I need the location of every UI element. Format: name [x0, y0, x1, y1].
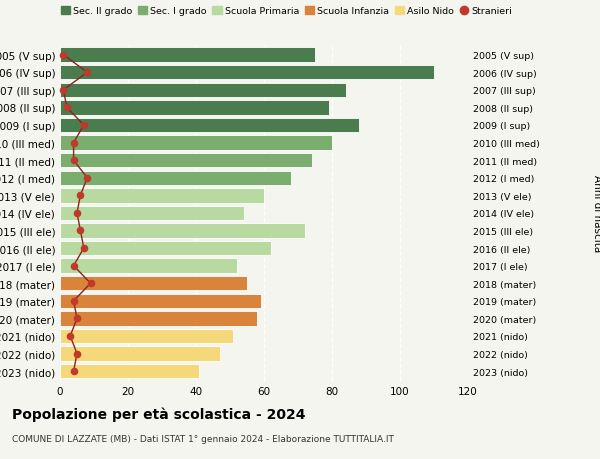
Point	[69, 297, 79, 305]
Bar	[60, 312, 257, 326]
Point	[72, 350, 82, 358]
Bar	[60, 276, 247, 291]
Point	[82, 175, 92, 182]
Point	[59, 87, 68, 94]
Bar	[60, 66, 434, 80]
Text: Anni di nascita: Anni di nascita	[592, 175, 600, 252]
Point	[69, 263, 79, 270]
Bar	[60, 171, 291, 185]
Point	[86, 280, 95, 287]
Point	[65, 333, 75, 340]
Point	[76, 192, 85, 200]
Point	[72, 210, 82, 217]
Text: COMUNE DI LAZZATE (MB) - Dati ISTAT 1° gennaio 2024 - Elaborazione TUTTITALIA.IT: COMUNE DI LAZZATE (MB) - Dati ISTAT 1° g…	[12, 434, 394, 443]
Point	[69, 368, 79, 375]
Point	[69, 157, 79, 164]
Bar	[60, 101, 329, 115]
Bar	[60, 206, 244, 221]
Point	[62, 105, 71, 112]
Point	[59, 52, 68, 59]
Point	[76, 227, 85, 235]
Text: Popolazione per età scolastica - 2024: Popolazione per età scolastica - 2024	[12, 406, 305, 421]
Bar	[60, 84, 346, 98]
Bar	[60, 241, 271, 256]
Bar	[60, 189, 264, 203]
Bar	[60, 347, 220, 361]
Bar	[60, 294, 260, 308]
Bar	[60, 259, 237, 273]
Bar	[60, 136, 332, 151]
Point	[79, 245, 89, 252]
Point	[69, 140, 79, 147]
Bar	[60, 224, 305, 238]
Bar	[60, 329, 233, 343]
Point	[82, 69, 92, 77]
Point	[79, 122, 89, 129]
Bar	[60, 48, 315, 63]
Point	[72, 315, 82, 322]
Legend: Sec. II grado, Sec. I grado, Scuola Primaria, Scuola Infanzia, Asilo Nido, Stran: Sec. II grado, Sec. I grado, Scuola Prim…	[61, 7, 512, 16]
Bar	[60, 154, 311, 168]
Bar	[60, 118, 359, 133]
Bar	[60, 364, 199, 379]
